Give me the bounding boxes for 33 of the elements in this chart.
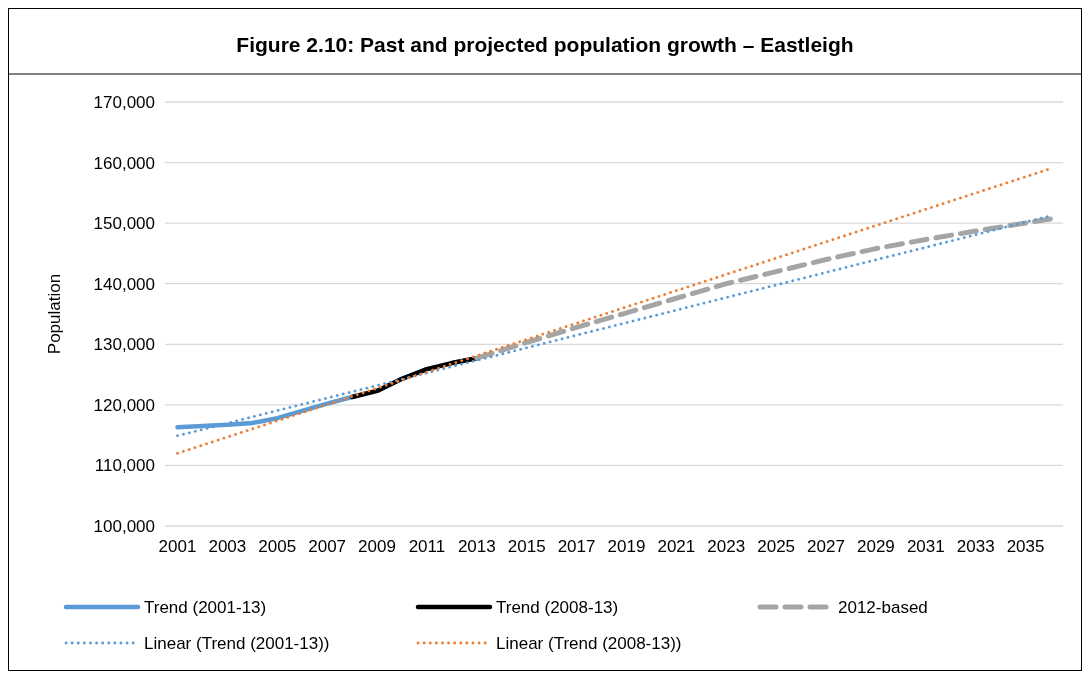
x-tick-label: 2029	[857, 537, 895, 556]
x-tick-label: 2033	[956, 537, 995, 556]
x-tick-label: 2015	[507, 537, 546, 556]
x-tick-label: 2007	[308, 537, 347, 556]
x-tick-label: 2027	[807, 537, 845, 556]
x-tick-label: 2009	[358, 537, 396, 556]
legend-label: Trend (2001-13)	[144, 597, 267, 617]
x-tick-label: 2035	[1006, 537, 1045, 556]
x-tick-label: 2025	[757, 537, 796, 556]
x-tick-label: 2021	[657, 537, 696, 556]
x-tick-label: 2011	[408, 537, 446, 556]
y-tick-label: 140,000	[93, 274, 155, 294]
legend-label: Linear (Trend (2001-13))	[144, 633, 330, 653]
x-tick-label: 2013	[457, 537, 496, 556]
x-tick-label: 2017	[557, 537, 596, 556]
legend-label: Linear (Trend (2008-13))	[496, 633, 682, 653]
x-tick-label: 2031	[906, 537, 945, 556]
y-tick-label: 130,000	[93, 335, 155, 355]
y-tick-label: 150,000	[93, 214, 155, 234]
x-tick-label: 2003	[208, 537, 247, 556]
x-tick-label: 2019	[607, 537, 646, 556]
x-tick-label: 2005	[258, 537, 297, 556]
legend-label: Trend (2008-13)	[496, 597, 619, 617]
y-axis-title: Population	[45, 273, 64, 355]
y-tick-label: 110,000	[94, 456, 155, 476]
x-tick-label: 2001	[158, 537, 197, 556]
y-tick-label: 100,000	[93, 516, 155, 536]
y-tick-label: 160,000	[93, 153, 155, 173]
chart-title: Figure 2.10: Past and projected population growth – Eastleigh	[236, 33, 854, 56]
x-tick-label: 2023	[707, 537, 746, 556]
legend-label: 2012-based	[838, 597, 928, 617]
y-tick-label: 170,000	[93, 92, 155, 112]
y-tick-label: 120,000	[93, 395, 155, 415]
